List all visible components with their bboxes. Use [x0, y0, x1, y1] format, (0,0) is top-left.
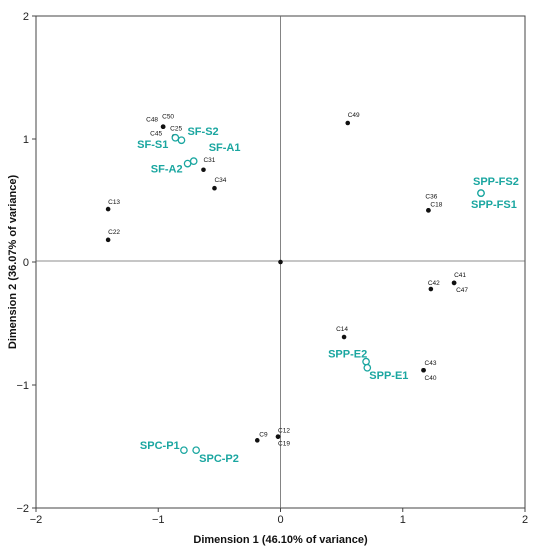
data-point	[451, 280, 457, 286]
group-point	[171, 133, 180, 142]
data-label: SF-S2	[187, 126, 218, 138]
group-point	[189, 157, 198, 165]
x-tick-label: −2	[30, 514, 43, 526]
y-axis-label: Dimension 2 (36.07% of variance)	[7, 175, 19, 350]
data-label: SPC-P2	[199, 453, 239, 465]
data-point	[275, 434, 281, 439]
data-label: C31	[203, 157, 215, 164]
data-label: C43	[425, 360, 437, 367]
data-label: C14	[336, 326, 348, 333]
data-point	[254, 438, 260, 443]
group-point	[177, 136, 186, 145]
data-point	[105, 237, 111, 243]
data-label: C25	[170, 126, 182, 133]
data-label: C13	[108, 199, 120, 206]
data-label: SPP-E2	[328, 349, 367, 361]
data-label: C12	[278, 428, 290, 435]
x-tick-label: −1	[152, 514, 165, 526]
data-label: C18	[430, 201, 442, 208]
y-tick-label: −1	[16, 380, 29, 392]
data-point	[212, 185, 217, 191]
group-point	[477, 189, 485, 197]
data-point	[201, 167, 206, 173]
y-tick-label: 0	[23, 257, 29, 269]
data-point	[278, 259, 283, 265]
x-tick-label: 2	[522, 514, 528, 526]
data-label: C40	[425, 375, 437, 382]
group-point	[363, 363, 372, 372]
data-label: SPC-P1	[140, 440, 180, 452]
data-label: C22	[108, 229, 120, 236]
data-label: SF-A2	[151, 164, 183, 176]
axis-ticks: −2 −1 0 1 2 −2 −1 0 1 2	[16, 11, 528, 526]
data-point	[428, 286, 434, 292]
data-label: C36	[425, 193, 437, 200]
data-label: C34	[214, 177, 226, 184]
data-point	[345, 120, 351, 126]
data-label: SPP-E1	[369, 370, 408, 382]
group-point	[180, 446, 188, 455]
data-label: SPP-FS2	[473, 176, 519, 188]
data-label: C42	[428, 280, 440, 287]
data-point	[160, 124, 166, 129]
group-point	[192, 446, 200, 455]
data-label: C41	[454, 272, 466, 279]
data-label: SPP-FS1	[471, 199, 517, 211]
data-point	[426, 208, 431, 213]
data-label: C47	[456, 287, 468, 294]
data-point	[341, 334, 347, 340]
x-tick-label: 1	[400, 514, 406, 526]
data-label: C49	[348, 112, 360, 119]
data-label: C48	[146, 117, 158, 124]
group-point	[183, 159, 192, 168]
data-label: C19	[278, 441, 290, 448]
y-tick-label: 1	[23, 134, 29, 146]
y-tick-label: −2	[16, 503, 29, 515]
data-label: C9	[259, 431, 268, 438]
data-point	[421, 367, 426, 373]
data-label: SF-A1	[209, 142, 241, 154]
data-point	[105, 206, 111, 212]
x-tick-label: 0	[277, 514, 283, 526]
x-axis-label: Dimension 1 (46.10% of variance)	[193, 534, 368, 546]
data-label: SF-S1	[137, 139, 168, 151]
y-tick-label: 2	[23, 11, 29, 23]
data-label: C50	[162, 114, 174, 121]
data-label: C45	[150, 131, 162, 138]
